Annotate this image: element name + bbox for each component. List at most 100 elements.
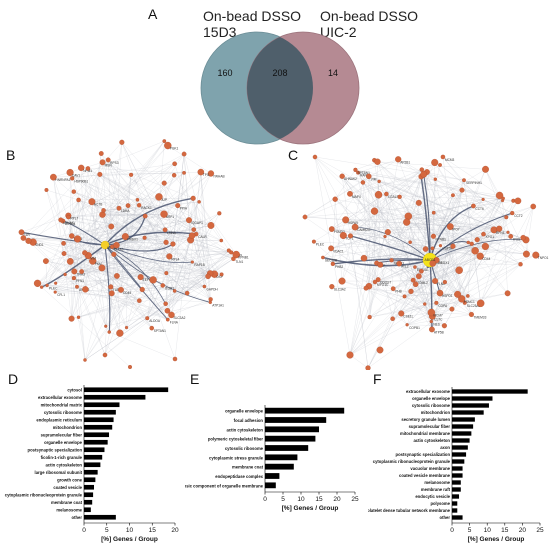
network-edge (418, 202, 521, 265)
network-node (164, 271, 169, 276)
network-node (397, 194, 402, 199)
network-edge (108, 159, 194, 230)
network-edge (73, 191, 120, 209)
network-edge (304, 216, 500, 229)
network-edge (363, 212, 434, 259)
network-node (459, 187, 465, 193)
bar (265, 473, 280, 479)
network-node-label: LDHA (121, 209, 130, 213)
network-edge (55, 213, 220, 293)
network-node-label: SND1 (35, 243, 44, 247)
network-edge (349, 211, 375, 356)
network-node (45, 283, 49, 288)
network-node (129, 172, 134, 177)
bar-category-label: large ribosomal subunit (35, 470, 83, 475)
network-edge (349, 198, 504, 356)
network-edge (102, 214, 146, 217)
x-tick-label: 5 (468, 527, 472, 534)
bar (452, 459, 465, 464)
network-edge (442, 156, 500, 229)
network-edge (450, 226, 527, 255)
network-edge (314, 156, 351, 356)
bar-category-label: organelle envelope (225, 409, 264, 414)
network-node (433, 177, 438, 181)
x-tick-label: 10 (297, 496, 305, 503)
network-edge (368, 176, 388, 233)
network-node (347, 233, 353, 239)
venn-left-label: On-bead DSSO 15D3 (203, 8, 301, 40)
network-node-label: SPTBN1 (357, 171, 370, 175)
bar (84, 394, 146, 400)
network-node (481, 231, 486, 237)
network-edge (349, 193, 387, 356)
network-strong-edge (420, 176, 431, 261)
network-node (438, 163, 442, 167)
network-edge (167, 172, 185, 320)
bar (84, 507, 91, 513)
network-node-label: CCT6 (475, 207, 484, 211)
network-edge (53, 177, 61, 220)
network-strong-edge (104, 231, 197, 246)
network-node (412, 281, 419, 288)
venn-right-only-count: 14 (328, 68, 338, 78)
network-edge (196, 234, 205, 287)
network-edge (84, 175, 175, 361)
network-edge (350, 235, 369, 369)
network-edge (475, 195, 500, 251)
network-node (137, 274, 144, 281)
network-node (172, 356, 178, 362)
network-strong-edge (41, 244, 106, 288)
network-node (102, 352, 108, 358)
network-node (356, 170, 361, 175)
network-edge (68, 217, 215, 275)
network-edge (167, 293, 188, 311)
network-edge (105, 279, 154, 327)
bar (452, 487, 461, 492)
bar-category-label: mitochondrial matrix (41, 402, 83, 407)
network-edge (74, 271, 140, 301)
network-node-label: CAV1 (72, 174, 80, 178)
network-edge (314, 156, 356, 228)
network-edge (62, 221, 86, 361)
network-edge (70, 172, 193, 263)
network-edge (342, 176, 419, 203)
network-node (495, 191, 504, 200)
network-edge (391, 162, 435, 261)
network-edge (45, 261, 78, 287)
network-edge (480, 228, 500, 257)
network-node-label: CLTC (434, 317, 443, 321)
network-node (124, 325, 129, 330)
network-node (365, 365, 371, 370)
network-node-label: COPB1 (409, 326, 420, 330)
network-node (506, 230, 510, 234)
network-node (162, 139, 167, 143)
network-node (149, 325, 155, 331)
bar (84, 432, 110, 438)
network-edge (41, 286, 140, 301)
bar-category-label: melanosome (56, 507, 82, 512)
network-edge (368, 286, 425, 305)
network-edge (153, 141, 165, 280)
network-node (339, 173, 345, 179)
network-node (125, 203, 131, 208)
network-edge (109, 261, 193, 333)
network-node (114, 273, 120, 279)
network-edge (23, 237, 211, 274)
network-edge (101, 153, 129, 206)
panel-label-d: D (8, 371, 19, 387)
network-node (415, 199, 422, 206)
network-node (342, 216, 350, 224)
network-edge (104, 244, 152, 329)
network-node-label: RAN (360, 174, 367, 178)
network-edge (384, 198, 504, 237)
network-node-label: MCM7 (433, 313, 443, 317)
network-edge (164, 183, 197, 235)
x-tick-label: 5 (281, 496, 285, 503)
bar-category-label: supramolecular fiber (409, 424, 451, 429)
network-edge (374, 211, 500, 229)
bar-category-label: endoplasmic reticulum (36, 417, 82, 422)
network-node (121, 233, 129, 241)
network-edge (193, 198, 211, 274)
network-edge (105, 293, 112, 327)
network-edge (404, 250, 476, 297)
